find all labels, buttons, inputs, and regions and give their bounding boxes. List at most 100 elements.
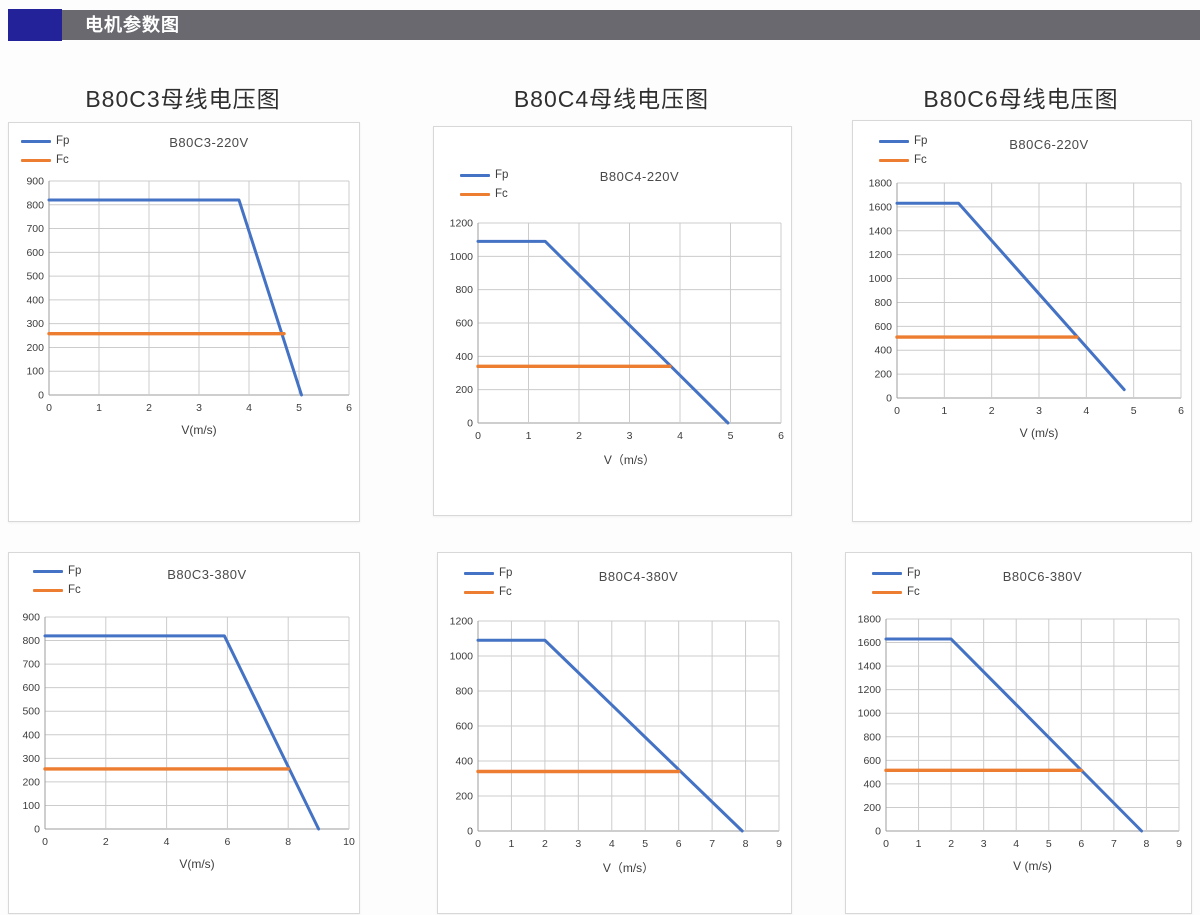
svg-text:1200: 1200	[858, 684, 882, 696]
svg-text:800: 800	[22, 635, 40, 647]
legend-item-fc: Fc	[21, 154, 69, 166]
svg-text:800: 800	[455, 686, 473, 698]
svg-text:900: 900	[26, 176, 44, 188]
svg-text:0: 0	[467, 826, 473, 838]
svg-text:800: 800	[874, 297, 892, 309]
svg-text:1400: 1400	[858, 661, 882, 673]
fp-line-swatch	[879, 139, 909, 143]
chart-plot: 0 200 400 600 800 1000 1200 1400 1600 1800 0 1 2 3 4 5 6…	[858, 614, 1182, 851]
chart-title: B80C4-380V	[598, 569, 679, 584]
legend-label-fc: Fc	[499, 586, 512, 598]
svg-text:6: 6	[224, 836, 230, 848]
svg-text:100: 100	[22, 800, 40, 812]
legend-item-fc: Fc	[33, 584, 81, 596]
svg-text:500: 500	[22, 706, 40, 718]
legend-item-fp: Fp	[879, 135, 927, 147]
section-header: 电机参数图	[0, 9, 1200, 41]
svg-text:0: 0	[875, 826, 881, 838]
svg-text:1: 1	[96, 402, 102, 414]
x-axis-label: V (m/s)	[1019, 426, 1059, 440]
svg-text:600: 600	[26, 247, 44, 259]
svg-text:700: 700	[22, 659, 40, 671]
svg-text:600: 600	[22, 682, 40, 694]
svg-text:800: 800	[26, 199, 44, 211]
chart-title: B80C3-380V	[167, 567, 247, 582]
header-bar	[62, 10, 1200, 40]
svg-text:3: 3	[575, 838, 581, 850]
chart-legend: Fp Fc	[464, 567, 512, 598]
legend-label-fp: Fp	[499, 567, 513, 579]
svg-text:3: 3	[196, 402, 202, 414]
header-accent-block	[8, 9, 62, 41]
legend-item-fc: Fc	[879, 154, 927, 166]
legend-item-fp: Fp	[460, 169, 508, 181]
svg-text:400: 400	[863, 778, 881, 790]
svg-text:5: 5	[1046, 838, 1052, 850]
svg-text:300: 300	[22, 753, 40, 765]
svg-text:1200: 1200	[869, 249, 893, 261]
svg-text:1000: 1000	[858, 708, 882, 720]
svg-text:0: 0	[46, 402, 52, 414]
fp-line-swatch	[33, 569, 63, 573]
svg-text:10: 10	[343, 836, 355, 848]
chart-card-b80c6-220v: Fp Fc B80C6-220V 0 200 400 600 800 1000 1200 14…	[852, 120, 1192, 522]
svg-text:5: 5	[296, 402, 302, 414]
svg-text:500: 500	[26, 271, 44, 283]
svg-text:2: 2	[989, 405, 995, 417]
fp-line-swatch	[21, 139, 51, 143]
svg-text:2: 2	[576, 430, 582, 442]
chart-plot: 0 200 400 600 800 1000 1200 0 1 2 3 4 5 6	[450, 218, 784, 443]
svg-text:0: 0	[894, 405, 900, 417]
svg-text:200: 200	[455, 791, 473, 803]
legend-item-fc: Fc	[460, 188, 508, 200]
chart-title: B80C6-380V	[1002, 569, 1083, 584]
legend-item-fp: Fp	[21, 135, 69, 147]
svg-text:1: 1	[526, 430, 532, 442]
svg-text:600: 600	[874, 321, 892, 333]
svg-text:0: 0	[475, 838, 481, 850]
x-axis-label: V（m/s）	[603, 453, 656, 467]
svg-text:1: 1	[509, 838, 515, 850]
x-axis-label: V(m/s)	[179, 857, 215, 871]
svg-text:7: 7	[709, 838, 715, 850]
svg-text:1600: 1600	[869, 201, 893, 213]
svg-text:1800: 1800	[858, 614, 882, 626]
svg-text:0: 0	[475, 430, 481, 442]
legend-label-fp: Fp	[914, 135, 928, 147]
fp-line-swatch	[460, 173, 490, 177]
chart-card-b80c4-220v: Fp Fc B80C4-220V 0 200 400 600 800 1000 1200 0 1…	[433, 126, 792, 516]
svg-text:6: 6	[1178, 405, 1184, 417]
x-axis-label: V (m/s)	[1013, 859, 1052, 873]
svg-text:0: 0	[467, 418, 473, 430]
svg-text:6: 6	[676, 838, 682, 850]
chart-legend: Fp Fc	[21, 135, 69, 166]
svg-text:1400: 1400	[869, 225, 893, 237]
svg-text:800: 800	[455, 284, 473, 296]
svg-text:200: 200	[874, 369, 892, 381]
svg-text:100: 100	[26, 366, 44, 378]
svg-text:6: 6	[1078, 838, 1084, 850]
svg-text:900: 900	[22, 612, 40, 624]
fc-line-swatch	[879, 158, 909, 162]
fc-line-swatch	[21, 158, 51, 162]
svg-text:1000: 1000	[450, 251, 474, 263]
svg-text:400: 400	[22, 729, 40, 741]
svg-text:6: 6	[778, 430, 784, 442]
svg-text:0: 0	[34, 824, 40, 836]
svg-text:1000: 1000	[869, 273, 893, 285]
svg-text:5: 5	[1131, 405, 1137, 417]
svg-text:3: 3	[627, 430, 633, 442]
svg-text:200: 200	[22, 776, 40, 788]
fp-line-swatch	[464, 571, 494, 575]
svg-text:700: 700	[26, 223, 44, 235]
chart-plot: 0 200 400 600 800 1000 1200 0 1 2 3 4 5 6 7 8 9	[450, 616, 782, 851]
svg-text:1600: 1600	[858, 637, 882, 649]
column-title-b80c6: B80C6母线电压图	[923, 86, 1119, 112]
legend-item-fc: Fc	[464, 586, 512, 598]
svg-text:0: 0	[886, 393, 892, 405]
legend-item-fp: Fp	[872, 567, 920, 579]
chart-plot: 0 100 200 300 400 500 600 700 800 900 0 2 4 6 8 10	[22, 612, 355, 849]
svg-text:3: 3	[1036, 405, 1042, 417]
legend-label-fp: Fp	[495, 169, 509, 181]
svg-text:400: 400	[874, 345, 892, 357]
